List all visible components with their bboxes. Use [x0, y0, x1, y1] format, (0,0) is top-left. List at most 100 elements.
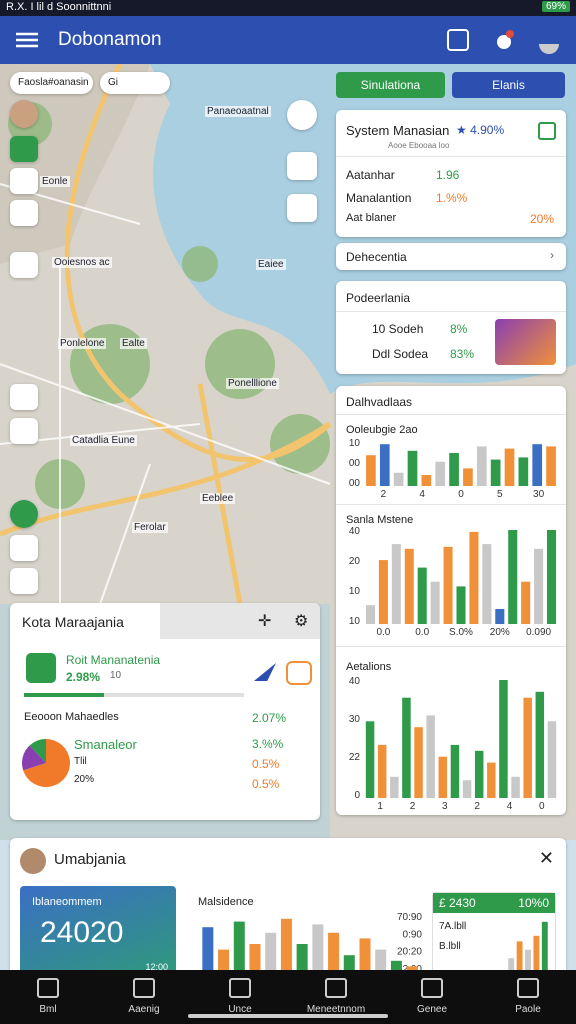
chart-title: Aetalions — [346, 661, 392, 673]
bar — [233, 921, 245, 972]
x-tick-label: 1 — [377, 801, 383, 812]
chip-label: Gi — [108, 77, 118, 88]
stat-card[interactable]: Iblaneommem 24020 12:00 — [20, 886, 176, 978]
nav-item[interactable]: Bml — [0, 978, 96, 1015]
map-avatar[interactable] — [10, 100, 38, 128]
side-header-left: £ 2430 — [439, 896, 476, 910]
nav-label: Meneetnnom — [306, 1004, 366, 1015]
map-button[interactable] — [10, 384, 38, 410]
bar — [202, 927, 214, 972]
nav-item[interactable]: Aaenig — [96, 978, 192, 1015]
nav-icon — [325, 978, 347, 998]
avatar[interactable] — [538, 44, 560, 66]
x-tick-label: S.0% — [449, 627, 473, 638]
nav-icon — [133, 978, 155, 998]
simulation-button[interactable]: Sinulationa — [336, 72, 445, 98]
menu-button[interactable] — [16, 32, 38, 48]
map-button[interactable] — [10, 418, 38, 444]
divider — [336, 311, 566, 312]
bar — [359, 938, 371, 972]
bar — [462, 780, 472, 798]
y-tick-label: 40 — [349, 676, 361, 687]
x-tick-label: 20% — [490, 627, 510, 638]
link-row[interactable]: Dehecentia › — [336, 243, 566, 270]
nav-item[interactable]: Paole — [480, 978, 576, 1015]
bar — [378, 560, 388, 624]
side-card: £ 2430 10%0 7A.lbll B.lbll — [432, 892, 556, 980]
map-button[interactable] — [10, 168, 38, 194]
map-button[interactable] — [287, 100, 317, 130]
status-text: R.X. I lil d Soonnittnni — [6, 1, 112, 13]
donut-title: Smanaleor — [74, 737, 137, 752]
nav-label: Unce — [228, 1004, 252, 1015]
bar — [516, 941, 523, 975]
item-title: Roit Mananatenia — [66, 653, 161, 667]
map-label: Panaeoaatnal — [205, 106, 271, 117]
bar — [495, 608, 505, 624]
y-tick-label: 0 — [354, 790, 360, 801]
bar — [365, 721, 375, 798]
system-card: System Manasian ★ 4.90% Aooe Ebooaa loo … — [336, 110, 566, 237]
nav-item[interactable]: Meneetnnom — [288, 978, 384, 1015]
bar — [375, 949, 387, 972]
subtitle: Aooe Ebooaa loo — [388, 141, 450, 150]
map-chip[interactable]: Gi — [100, 72, 170, 94]
bar — [379, 444, 390, 486]
nav-item[interactable]: Genee — [384, 978, 480, 1015]
nav-label: Bml — [39, 1004, 57, 1015]
bar — [449, 453, 459, 486]
divider — [336, 646, 566, 647]
x-tick-label: 3 — [442, 801, 448, 812]
map-label: Ponlelone — [58, 338, 107, 349]
bar — [391, 544, 401, 624]
x-tick-label: 4 — [507, 801, 513, 812]
donut-row: 0.5% — [252, 757, 280, 771]
bar — [499, 680, 508, 798]
badge: ★ 4.90% — [456, 123, 505, 137]
action-icon[interactable] — [286, 661, 312, 685]
y-tick-label: 00 — [349, 458, 361, 469]
screen-icon[interactable] — [446, 28, 470, 52]
link-label: Dehecentia — [346, 250, 407, 264]
battery: 69% — [541, 1, 570, 12]
map-label: Ealte — [120, 338, 147, 349]
notification-icon[interactable] — [492, 28, 516, 52]
bar — [426, 715, 435, 798]
nav-item[interactable]: Unce — [192, 978, 288, 1015]
map-button[interactable] — [10, 200, 38, 226]
tool-icon[interactable]: ✛ — [258, 613, 272, 630]
map-button[interactable] — [287, 152, 317, 180]
bar — [443, 546, 453, 624]
map-button[interactable] — [287, 194, 317, 222]
x-tick-label: 0.0 — [415, 627, 429, 638]
map-button[interactable] — [10, 500, 38, 528]
map-chip[interactable]: Faosla#oanasin — [10, 72, 93, 94]
map-button[interactable] — [10, 136, 38, 162]
map-button[interactable] — [10, 252, 38, 278]
bar — [490, 459, 501, 486]
close-button[interactable]: ✕ — [538, 848, 554, 868]
send-icon[interactable] — [254, 663, 276, 681]
card-title: Dalhvadlaas — [346, 395, 413, 409]
map-button[interactable] — [10, 535, 38, 561]
home-indicator — [188, 1014, 388, 1018]
map-label: Catadlia Eune — [70, 435, 137, 446]
donut-line: 20% — [74, 774, 95, 785]
row-value: 1.%% — [436, 191, 468, 205]
thumbnail[interactable] — [495, 319, 556, 365]
divider — [336, 504, 566, 505]
side-row: 7A.lbll — [439, 921, 467, 932]
tool-icon[interactable]: ⚙ — [294, 613, 309, 630]
header-tools — [160, 603, 320, 639]
map-button[interactable] — [10, 568, 38, 594]
nav-label: Paole — [515, 1004, 541, 1015]
side-header — [433, 893, 555, 913]
card-title: Kota Maraajania — [22, 614, 124, 630]
bar — [487, 762, 496, 798]
plan-button[interactable]: Elanis — [452, 72, 565, 98]
nav-icon — [421, 978, 443, 998]
chip-label: Faosla#oanasin — [18, 77, 89, 88]
bar — [404, 548, 414, 624]
